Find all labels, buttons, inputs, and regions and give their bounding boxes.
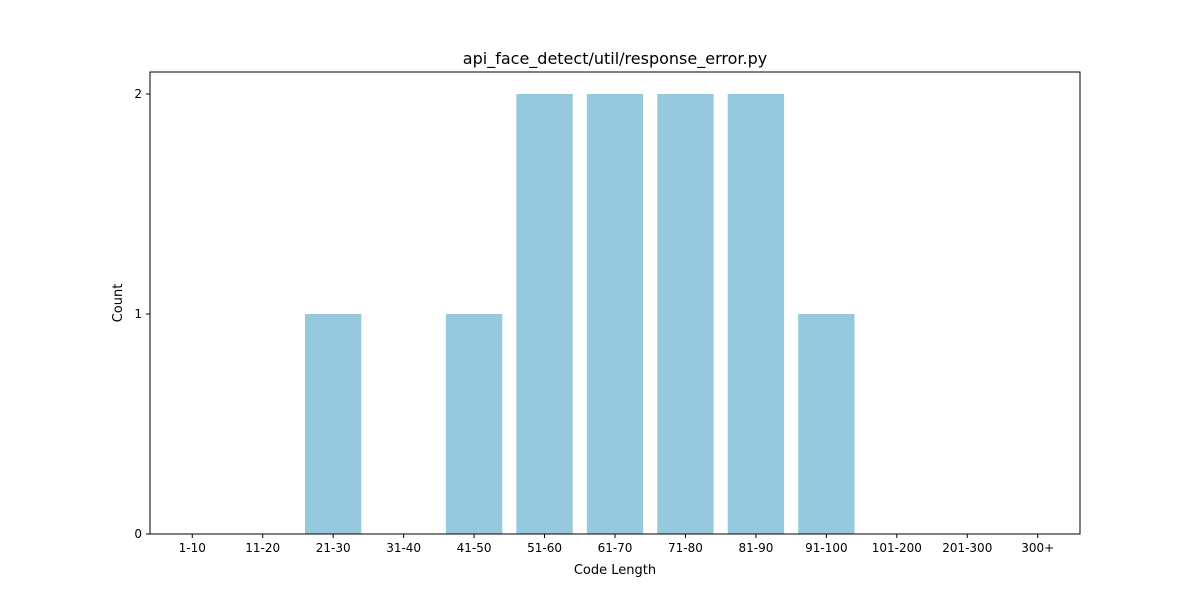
x-tick-label: 81-90 [738, 541, 773, 555]
bar-51-60 [516, 94, 573, 534]
x-tick-label: 91-100 [805, 541, 848, 555]
x-tick-label: 41-50 [457, 541, 492, 555]
y-tick-label: 2 [134, 87, 142, 101]
x-tick-label: 1-10 [179, 541, 206, 555]
x-tick-label: 31-40 [386, 541, 421, 555]
x-tick-label: 71-80 [668, 541, 703, 555]
bar-81-90 [727, 94, 785, 534]
x-tick-label: 61-70 [598, 541, 633, 555]
x-tick-label: 201-300 [942, 541, 992, 555]
bars-layer [305, 94, 855, 534]
x-tick-label: 300+ [1021, 541, 1054, 555]
y-axis-label: Count [111, 284, 126, 323]
x-tick-label: 51-60 [527, 541, 562, 555]
bar-41-50 [445, 314, 503, 534]
bar-71-80 [657, 94, 714, 534]
chart-title: api_face_detect/util/response_error.py [463, 49, 767, 69]
x-tick-label: 11-20 [245, 541, 280, 555]
bar-61-70 [586, 94, 644, 534]
x-tick-label: 101-200 [872, 541, 922, 555]
y-axis: 0 1 2 [134, 87, 150, 541]
x-axis-label: Code Length [574, 563, 656, 578]
x-tick-label: 21-30 [316, 541, 351, 555]
y-tick-label: 1 [134, 307, 142, 321]
bar-91-100 [798, 314, 855, 534]
bar-21-30 [305, 314, 362, 534]
x-axis: 1-10 11-20 21-30 31-40 41-50 51-60 61-70 71-80 8… [179, 534, 1054, 555]
y-tick-label: 0 [134, 527, 142, 541]
